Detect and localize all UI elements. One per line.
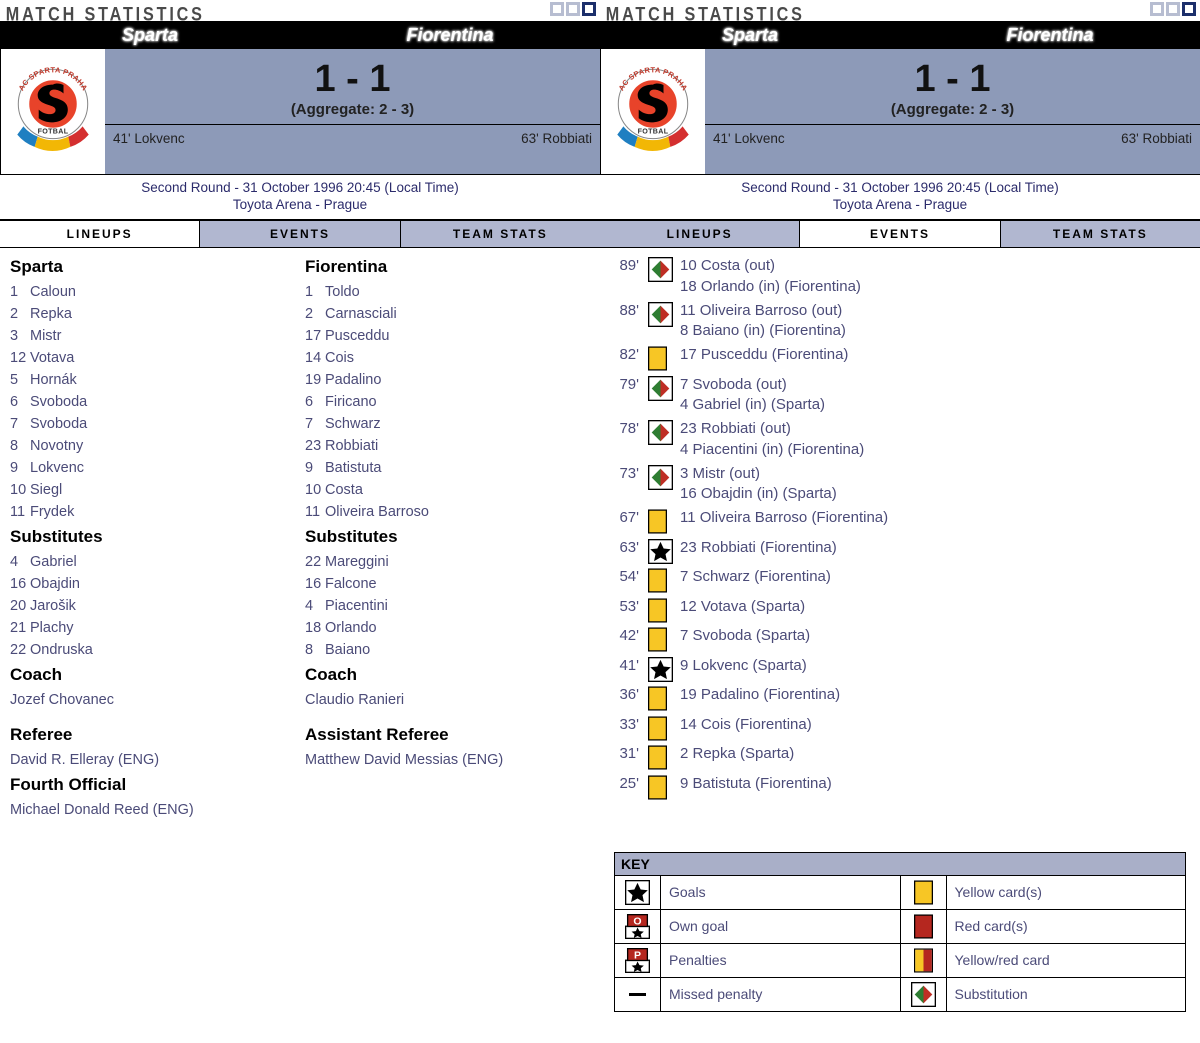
svg-text:FOTBAL: FOTBAL: [38, 128, 69, 136]
svg-text:O: O: [633, 915, 641, 927]
svg-text:FOTBAL: FOTBAL: [638, 128, 669, 136]
svg-text:P: P: [634, 949, 641, 961]
